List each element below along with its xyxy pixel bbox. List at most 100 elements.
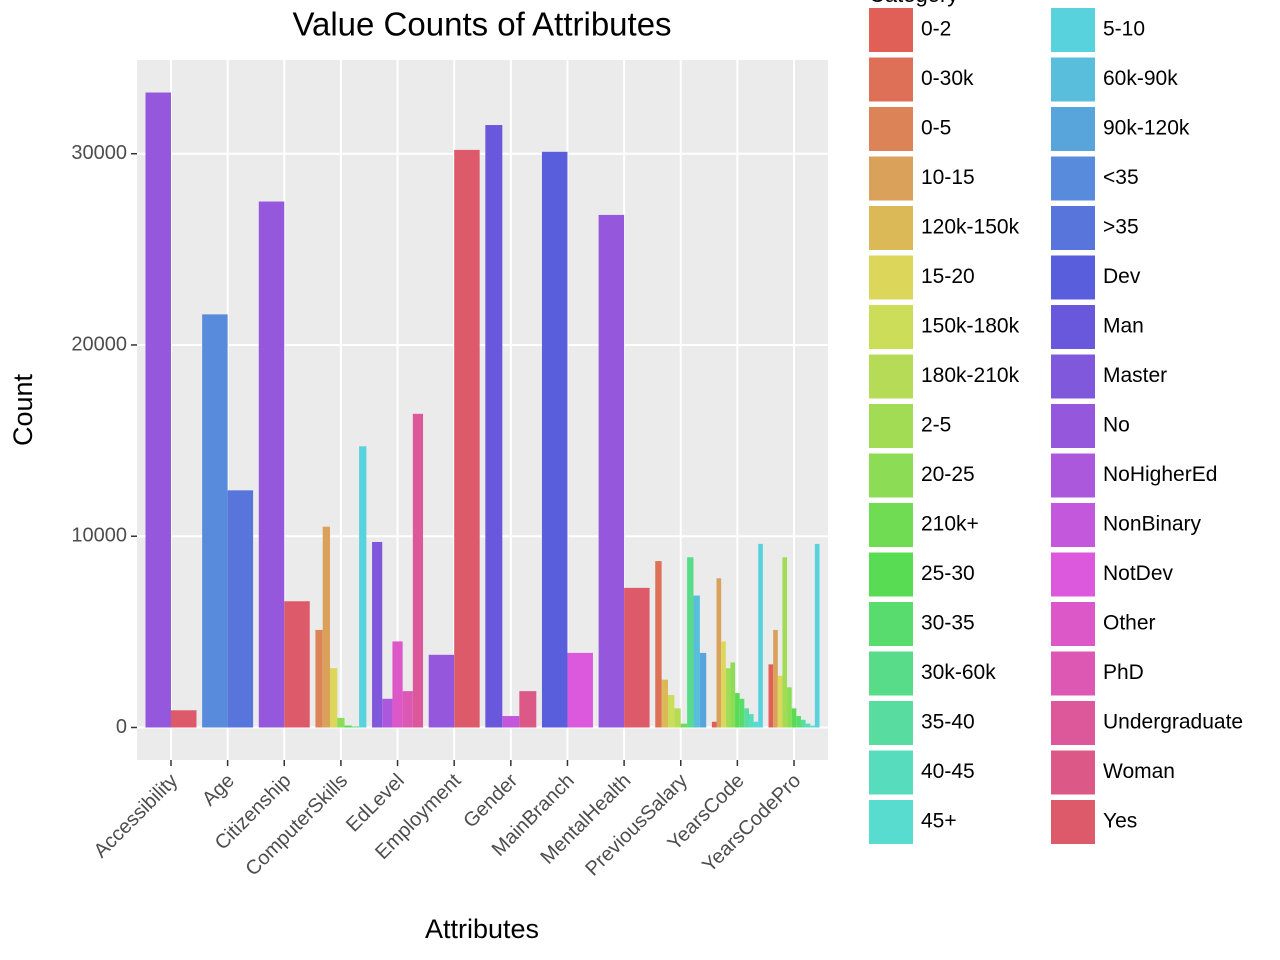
- y-tick-label: 20000: [71, 333, 127, 355]
- bar: [693, 595, 700, 728]
- legend-label: 30k-60k: [921, 661, 996, 684]
- legend-label: 10-15: [921, 166, 975, 189]
- x-axis-title: Attributes: [425, 914, 539, 944]
- bar: [284, 601, 310, 728]
- bar: [428, 654, 455, 728]
- legend-key: [869, 800, 913, 844]
- bar: [359, 446, 367, 728]
- legend-label: 15-20: [921, 265, 975, 288]
- bar: [814, 543, 820, 728]
- legend-label: PhD: [1103, 661, 1144, 684]
- bar: [655, 561, 662, 728]
- legend-key: [1051, 503, 1095, 547]
- legend-key: [869, 305, 913, 349]
- bar: [412, 413, 424, 728]
- y-axis-title: Count: [8, 373, 38, 446]
- bar: [800, 719, 806, 728]
- bar: [768, 664, 774, 728]
- legend-key: [1051, 453, 1095, 498]
- legend-key: [869, 354, 913, 399]
- legend-label: 150k-180k: [921, 315, 1020, 338]
- legend-label: 0-5: [921, 117, 951, 140]
- legend-key: [869, 8, 913, 52]
- legend-label: Dev: [1103, 265, 1141, 288]
- bar: [402, 691, 413, 728]
- legend-key: [1051, 354, 1095, 399]
- legend-key: [1051, 255, 1095, 300]
- bar: [782, 557, 788, 728]
- legend-key: [869, 552, 913, 597]
- bar: [624, 587, 650, 728]
- bar: [351, 726, 360, 728]
- bar: [667, 694, 675, 728]
- bar: [372, 541, 383, 728]
- legend-key: [1051, 156, 1095, 201]
- bar: [598, 214, 625, 728]
- legend-label: <35: [1103, 166, 1139, 189]
- bar: [382, 698, 393, 728]
- bar: [337, 717, 345, 728]
- legend-key: [1051, 651, 1095, 696]
- legend-label: 90k-120k: [1103, 117, 1190, 140]
- legend-title: Category: [869, 0, 958, 7]
- bar: [680, 723, 688, 728]
- bar: [344, 725, 352, 728]
- bar: [699, 652, 707, 728]
- bar: [322, 526, 330, 728]
- y-tick-label: 10000: [71, 525, 127, 547]
- legend-label: 5-10: [1103, 18, 1145, 41]
- legend-label: NotDev: [1103, 562, 1174, 585]
- legend-key: [1051, 8, 1095, 52]
- bar: [258, 201, 285, 728]
- bar: [519, 691, 537, 728]
- legend-key: [869, 57, 913, 102]
- bar: [145, 92, 171, 728]
- legend-key: [869, 255, 913, 300]
- bar: [170, 710, 197, 728]
- legend-label: Undergraduate: [1103, 711, 1243, 734]
- legend-key: [869, 206, 913, 250]
- legend-label: 25-30: [921, 562, 975, 585]
- legend-key: [869, 651, 913, 696]
- bar: [810, 725, 815, 728]
- bar: [748, 714, 754, 728]
- legend-label: 60k-90k: [1103, 67, 1178, 90]
- x-tick-label: YearsCodePro: [698, 770, 805, 877]
- legend-label: Other: [1103, 612, 1156, 635]
- legend-label: Man: [1103, 315, 1144, 338]
- bar: [796, 716, 801, 728]
- legend-key: [869, 107, 913, 151]
- legend-key: [869, 701, 913, 745]
- legend-key: [1051, 107, 1095, 151]
- bar: [711, 721, 717, 728]
- legend-label: 0-2: [921, 18, 951, 41]
- legend-label: 20-25: [921, 463, 975, 486]
- bar: [805, 723, 811, 728]
- bar: [392, 641, 403, 728]
- y-tick-label: 0: [116, 716, 127, 738]
- legend-key: [1051, 57, 1095, 102]
- legend-label: 180k-210k: [921, 364, 1020, 387]
- bar: [777, 675, 783, 728]
- bar: [787, 687, 792, 728]
- legend-key: [869, 503, 913, 547]
- bar: [227, 490, 254, 728]
- bar: [735, 693, 740, 728]
- bar: [454, 149, 480, 728]
- bar: [687, 557, 694, 728]
- legend-label: NoHigherEd: [1103, 463, 1217, 486]
- legend-key: [869, 404, 913, 448]
- legend-label: No: [1103, 414, 1130, 437]
- bar: [758, 543, 763, 728]
- bar: [753, 721, 759, 728]
- x-tick-label: ComputerSkills: [242, 770, 353, 881]
- legend-key: [869, 453, 913, 498]
- legend-key: [869, 750, 913, 795]
- legend-label: 0-30k: [921, 67, 974, 90]
- x-tick-label: Age: [198, 770, 239, 811]
- legend-label: Master: [1103, 364, 1167, 387]
- legend-label: 40-45: [921, 760, 975, 783]
- legend-key: [869, 156, 913, 201]
